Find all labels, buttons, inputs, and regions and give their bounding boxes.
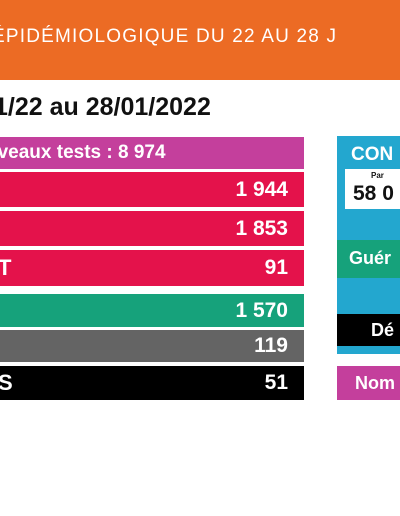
right-panel-title: CON xyxy=(351,144,394,165)
stat-row-2: 1 944 xyxy=(0,172,304,207)
right-panel-value-box: Par 58 0 xyxy=(345,169,400,209)
gueris-label: Guér xyxy=(349,248,392,268)
banner-title: ÉPIDÉMIOLOGIQUE DU 22 AU 28 J xyxy=(0,26,338,47)
stat-row-7: S 51 xyxy=(0,366,304,400)
deces-label: Dé xyxy=(371,320,395,340)
stat-row-new-tests: uveaux tests : 8 974 xyxy=(0,137,304,169)
right-panel-big-value: 58 0 xyxy=(353,182,394,205)
nombre-label-box: Nom xyxy=(337,366,400,400)
deces-label-box: Dé xyxy=(337,314,400,346)
row-label: S xyxy=(0,370,13,395)
stat-row-3: 1 853 xyxy=(0,211,304,246)
nombre-label: Nom xyxy=(355,373,395,393)
row-label: T xyxy=(0,255,12,280)
row-value: 1 853 xyxy=(235,216,288,240)
row-value: 119 xyxy=(254,334,288,357)
row-value: 91 xyxy=(264,256,288,279)
right-panel-body: Guér Dé xyxy=(337,216,400,354)
stat-row-4: T 91 xyxy=(0,250,304,286)
header-banner: ÉPIDÉMIOLOGIQUE DU 22 AU 28 J xyxy=(0,0,400,80)
right-panel-sub-label: Par xyxy=(371,171,384,180)
row-value: 1 570 xyxy=(235,298,288,322)
row-value: 1 944 xyxy=(235,177,288,201)
row-value: 51 xyxy=(264,371,288,394)
right-panel-header: CON Par 58 0 xyxy=(337,136,400,216)
gueris-label-box: Guér xyxy=(337,240,400,278)
stat-row-6: 119 xyxy=(0,330,304,362)
row-label: uveaux tests : 8 974 xyxy=(0,142,166,163)
stat-row-5: 1 570 xyxy=(0,294,304,327)
date-range-heading: 1/22 au 28/01/2022 xyxy=(0,93,211,121)
